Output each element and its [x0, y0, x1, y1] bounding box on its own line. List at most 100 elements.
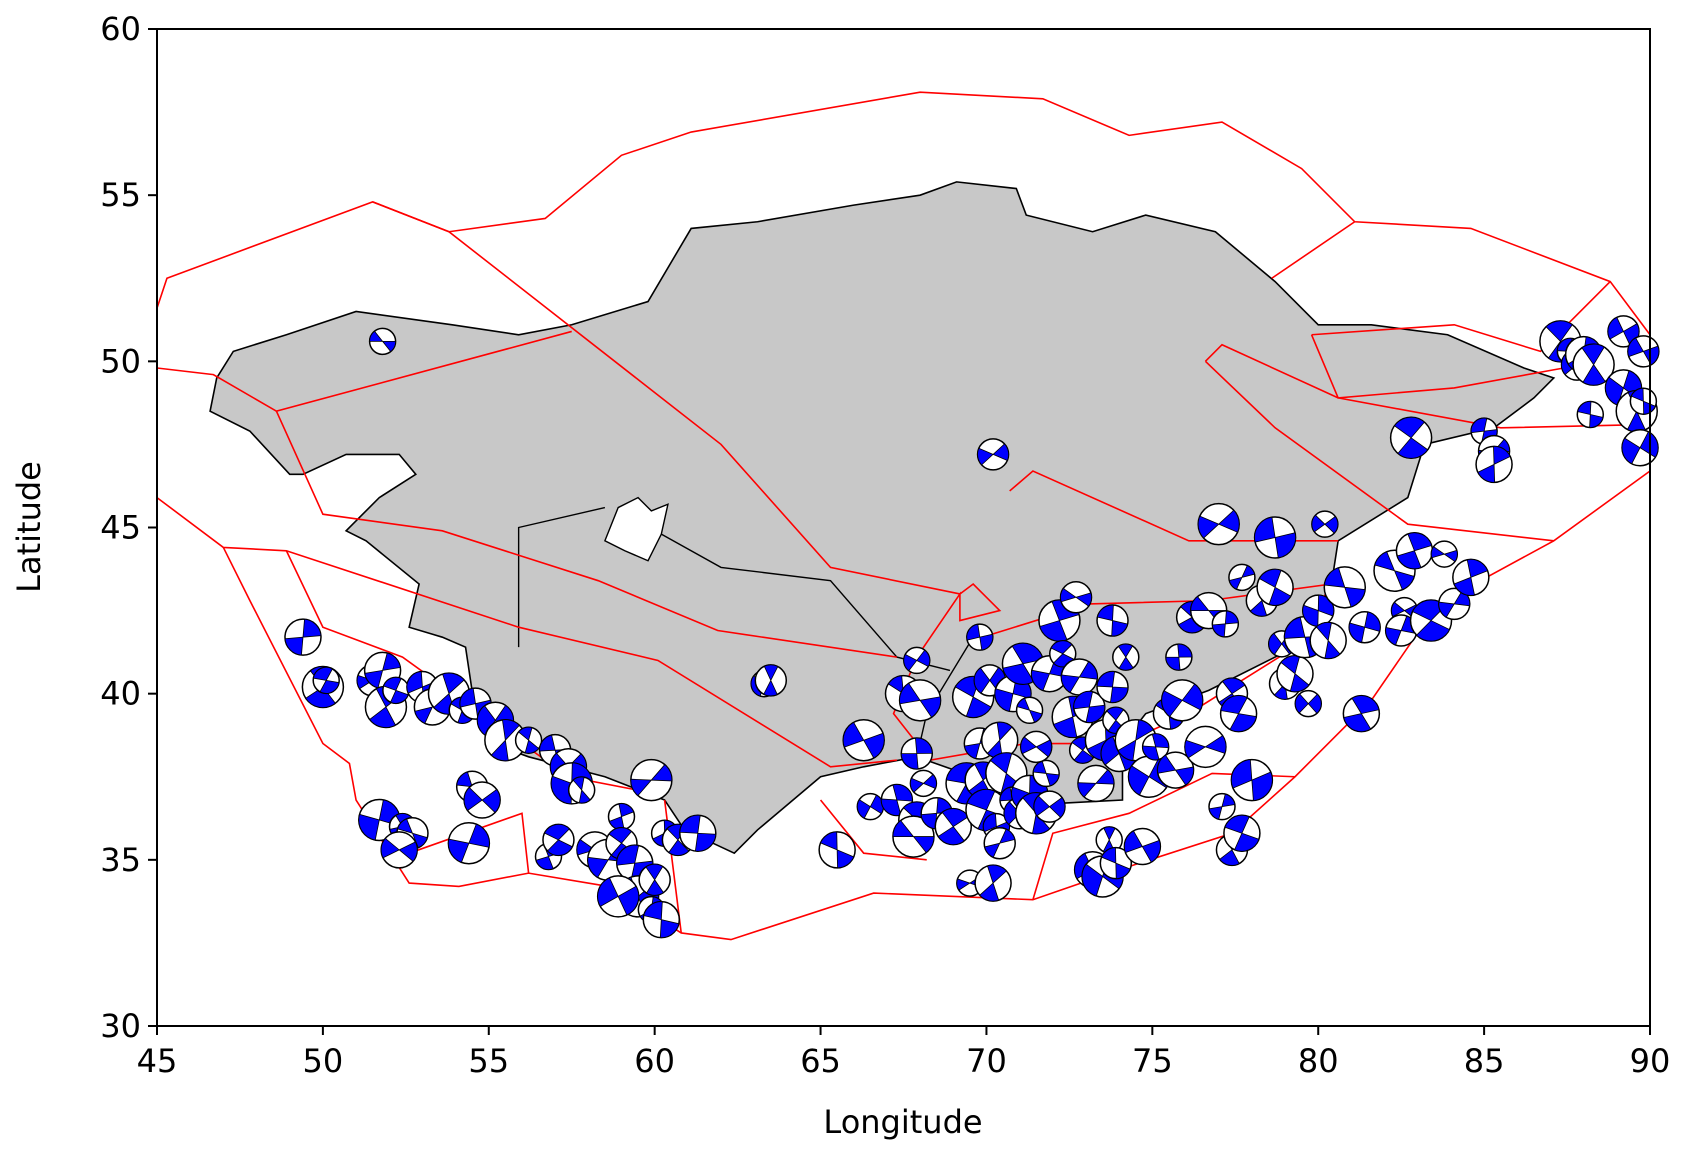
beachball-compression — [1374, 551, 1415, 591]
beachball-compression — [397, 818, 428, 849]
x-tick-label: 90 — [1630, 1042, 1671, 1080]
beachball-compression — [1096, 604, 1129, 637]
beachball-compression — [1060, 661, 1098, 694]
beachball — [1228, 563, 1256, 592]
beachball-compression — [903, 649, 931, 672]
beachball — [1096, 670, 1129, 704]
beachball-compression — [447, 823, 490, 863]
beachball-compression — [1627, 337, 1660, 366]
x-tick-label: 70 — [966, 1042, 1007, 1080]
zone-line — [276, 411, 896, 657]
y-tick-label: 50 — [100, 342, 141, 380]
beachball — [1294, 689, 1323, 718]
beachball — [900, 737, 934, 770]
beachball-compression — [1311, 514, 1339, 534]
beachball-compression — [1096, 671, 1129, 703]
beachball — [754, 664, 788, 697]
beachball — [934, 807, 973, 846]
x-tick-label: 65 — [800, 1042, 841, 1080]
beachball — [1160, 679, 1204, 722]
beachball-compression — [1294, 693, 1322, 714]
beachball-compression — [1073, 691, 1106, 723]
beachball-compression — [1224, 814, 1260, 852]
beachball — [1141, 733, 1170, 761]
beachball — [1430, 540, 1459, 568]
beachball — [1452, 558, 1490, 597]
beachball-compression — [369, 330, 397, 353]
beachball-compression — [1577, 401, 1604, 428]
zone-line — [373, 202, 960, 594]
beachball-compression — [645, 863, 664, 896]
zone-line — [409, 813, 528, 873]
beachball-compression — [1060, 587, 1092, 607]
beachball — [463, 781, 501, 819]
zone-line — [1338, 398, 1650, 428]
beachball-compression — [1020, 736, 1053, 758]
beachball — [630, 758, 673, 802]
beachball — [607, 802, 636, 831]
beachball-compression — [630, 763, 673, 797]
beachball — [1572, 343, 1615, 386]
x-tick-label: 55 — [468, 1042, 509, 1080]
beachball — [312, 666, 340, 695]
beachball-compression — [1157, 754, 1194, 786]
zone-line — [1205, 345, 1338, 398]
x-tick-label: 80 — [1298, 1042, 1339, 1080]
beachball-compression — [679, 814, 717, 852]
beachball — [1301, 594, 1335, 627]
beachball-compression — [1022, 792, 1051, 835]
beachball-compression — [977, 443, 1009, 466]
beachball — [909, 769, 938, 798]
beachball — [1384, 614, 1418, 647]
beachball — [818, 831, 856, 869]
beachball-compression — [1123, 830, 1161, 863]
beachball — [1165, 643, 1193, 671]
beachball — [642, 900, 681, 939]
beachball — [1059, 581, 1093, 614]
beachball-compression — [979, 864, 1007, 902]
beachball — [1015, 696, 1044, 725]
beachball — [903, 646, 931, 675]
beachball — [1049, 640, 1077, 668]
y-tick-label: 60 — [100, 10, 141, 48]
y-tick-label: 45 — [100, 509, 141, 547]
beachball-compression — [1453, 558, 1489, 596]
land — [210, 182, 1554, 853]
beachball — [484, 718, 527, 762]
beachball — [966, 623, 994, 651]
beachball-compression — [643, 901, 680, 939]
y-tick-label: 40 — [100, 675, 141, 713]
beachball — [1627, 335, 1660, 368]
beachball-compression — [1396, 532, 1433, 570]
beachball — [638, 863, 671, 897]
x-axis-label: Longitude — [823, 1103, 982, 1141]
beachball-compression — [1477, 445, 1511, 483]
beachball-compression — [910, 774, 937, 793]
beachball — [1032, 759, 1060, 788]
beachball — [596, 875, 640, 918]
beachball — [1230, 758, 1274, 802]
y-tick-label: 35 — [100, 841, 141, 879]
beachball-compression — [543, 824, 573, 856]
beachball — [368, 327, 397, 356]
beachball — [1309, 621, 1347, 660]
beachball-compression — [572, 776, 591, 804]
beachball-compression — [1220, 695, 1257, 732]
beachball-compression — [1117, 719, 1154, 761]
beachball — [1276, 654, 1314, 693]
beachball — [1223, 814, 1261, 852]
beachball-compression — [1117, 643, 1134, 671]
beachball — [1389, 416, 1433, 460]
beachball-compression — [984, 828, 1016, 858]
beachball — [1348, 610, 1381, 644]
beachball-compression — [1142, 733, 1170, 761]
beachball-compression — [1077, 769, 1115, 798]
zone-line — [1312, 282, 1611, 352]
zone-line — [1205, 361, 1553, 540]
x-tick-label: 60 — [634, 1042, 675, 1080]
zone-line — [286, 551, 654, 794]
x-tick-label: 45 — [137, 1042, 178, 1080]
beachball — [1019, 730, 1053, 764]
beachball-compression — [1343, 695, 1380, 733]
beachball-compression — [1393, 416, 1429, 459]
